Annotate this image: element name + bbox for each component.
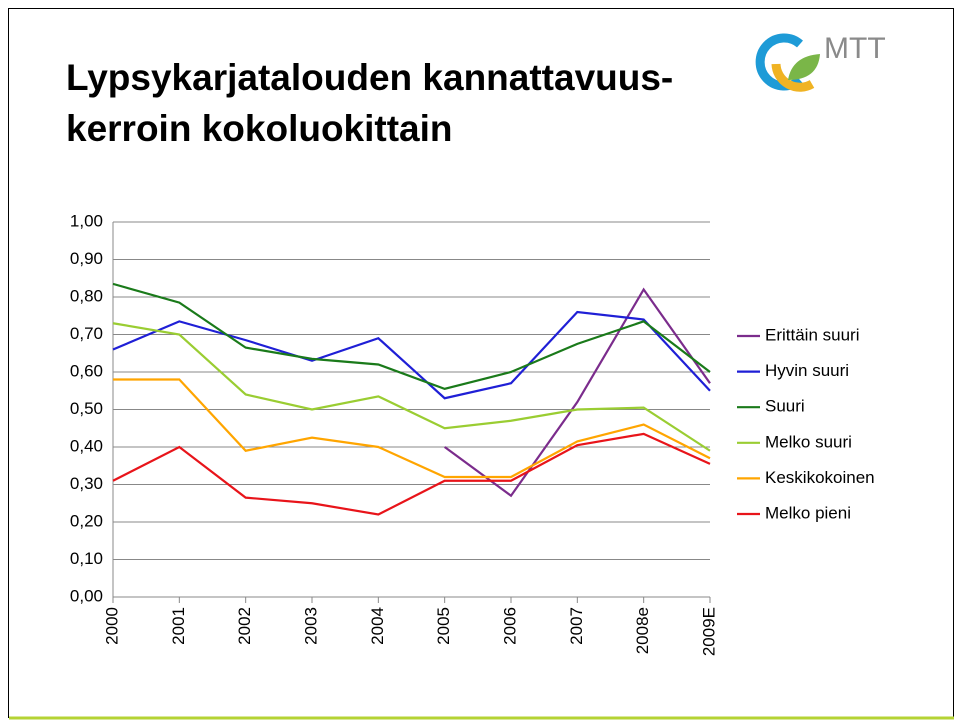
legend-label: Melko pieni — [765, 503, 851, 522]
series-line — [112, 310, 711, 400]
chart-title: kerroin kokoluokittain — [66, 108, 453, 149]
y-tick-label: 0,80 — [70, 286, 103, 305]
legend-label: Melko suuri — [765, 432, 852, 451]
y-tick-label: 0,30 — [70, 474, 103, 493]
y-tick-label: 0,20 — [70, 511, 103, 530]
logo-leaf — [788, 54, 820, 80]
legend-label: Suuri — [765, 397, 805, 416]
legend-label: Keskikokoinen — [765, 468, 875, 487]
x-tick-label: 2007 — [567, 607, 586, 645]
y-tick-label: 0,70 — [70, 324, 103, 343]
series-line — [113, 378, 711, 479]
legend-label: Hyvin suuri — [765, 361, 849, 380]
y-tick-label: 1,00 — [70, 211, 103, 230]
x-tick-label: 2000 — [102, 607, 121, 645]
y-tick-label: 0,60 — [70, 361, 103, 380]
chart-title: Lypsykarjatalouden kannattavuus- — [66, 57, 673, 98]
series-line — [112, 322, 711, 452]
x-tick-label: 2002 — [235, 607, 254, 645]
y-tick-label: 0,10 — [70, 549, 103, 568]
x-tick-label: 2006 — [500, 607, 519, 645]
y-tick-label: 0,90 — [70, 249, 103, 268]
slide-border — [8, 8, 954, 718]
series-line — [112, 282, 711, 391]
y-tick-label: 0,00 — [70, 586, 103, 605]
logo-text: MTT — [824, 32, 886, 65]
series-line — [444, 287, 711, 498]
x-tick-label: 2008e — [633, 607, 652, 654]
logo: MTT — [755, 32, 886, 92]
y-tick-label: 0,40 — [70, 436, 103, 455]
legend-label: Erittäin suuri — [765, 325, 859, 344]
y-tick-label: 0,50 — [70, 399, 103, 418]
x-tick-label: 2009E — [699, 607, 718, 656]
x-tick-label: 2003 — [301, 607, 320, 645]
x-tick-label: 2001 — [169, 607, 188, 645]
x-tick-label: 2004 — [368, 607, 387, 645]
x-tick-label: 2005 — [434, 607, 453, 645]
logo-arc — [771, 63, 815, 92]
series-line — [112, 432, 711, 516]
